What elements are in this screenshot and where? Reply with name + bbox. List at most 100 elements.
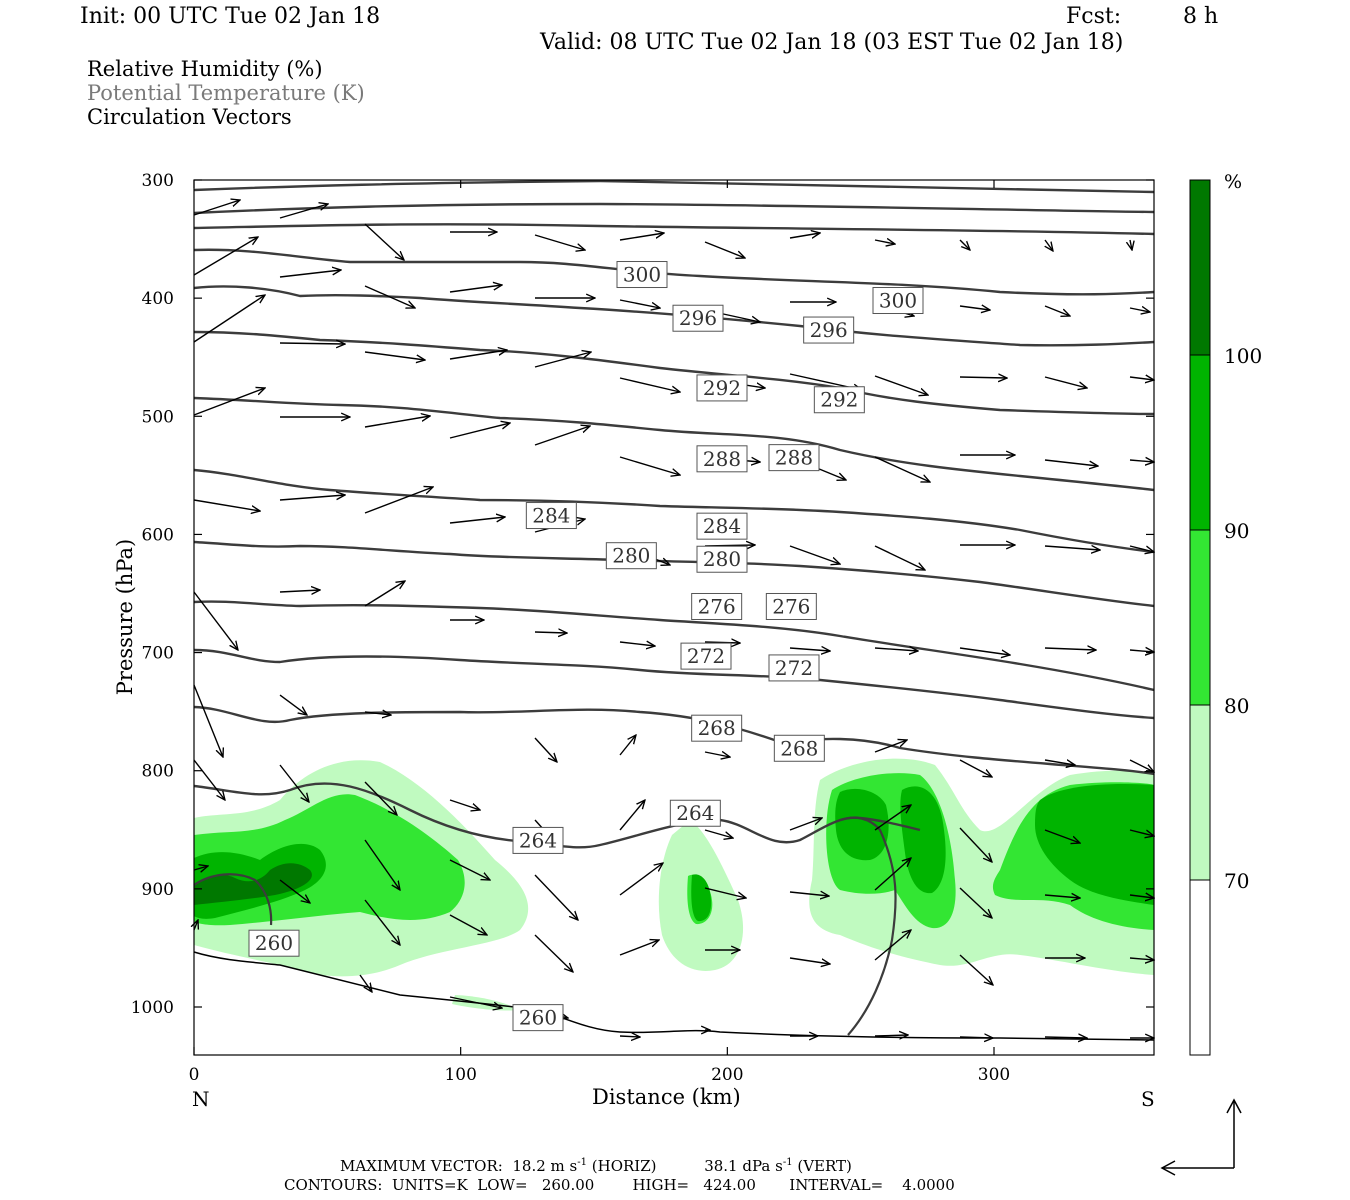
footer-vert-suffix: (VERT) <box>797 1157 852 1175</box>
theta-label-text: 268 <box>698 716 736 740</box>
theta-contour <box>194 648 1154 720</box>
theta-label-box <box>525 502 577 530</box>
circulation-vector <box>704 829 733 838</box>
colorbar-label: 90 <box>1224 519 1249 543</box>
theta-label-box <box>813 386 865 414</box>
theta-label-box <box>803 316 855 344</box>
circulation-vector <box>619 377 680 392</box>
circulation-vector <box>704 241 745 258</box>
theta-label-text: 280 <box>612 544 650 568</box>
theta-contour <box>194 782 921 849</box>
theta-label: 260 <box>248 929 300 957</box>
circulation-vector <box>279 694 307 715</box>
circulation-vector <box>364 781 397 815</box>
theta-label-text: 300 <box>623 263 661 287</box>
circulation-vector <box>874 648 918 651</box>
theta-label: 260 <box>512 1004 564 1032</box>
theta-label: 276 <box>691 592 743 620</box>
plot-frame <box>193 179 1155 1056</box>
theta-contour <box>194 248 1154 296</box>
circulation-vector <box>193 866 208 870</box>
circulation-vector <box>1129 650 1154 652</box>
theta-label-text: 288 <box>775 446 813 470</box>
colorbar-label: 100 <box>1224 344 1262 368</box>
circulation-vector <box>193 200 240 216</box>
footer-contours: CONTOURS: UNITS=K LOW= 260.00 HIGH= 424.… <box>284 1176 955 1194</box>
theta-label: 288 <box>696 445 748 473</box>
theta-label: 272 <box>680 642 732 670</box>
theta-264-south <box>839 816 897 1036</box>
circulation-vector <box>534 632 567 633</box>
theta-label: 292 <box>696 374 748 402</box>
circulation-vector <box>364 899 400 945</box>
circulation-vector <box>1129 460 1154 462</box>
theta-label-text: 260 <box>255 931 293 955</box>
colorbar-label: 70 <box>1224 869 1249 893</box>
circulation-vector <box>959 954 993 985</box>
circulation-vector <box>1044 648 1096 650</box>
colorbar: % 100 90 80 70 <box>1189 171 1262 1056</box>
theta-label-text: 284 <box>532 504 570 528</box>
x-end-label-s: S <box>1141 1087 1155 1111</box>
circulation-vector <box>959 1037 993 1038</box>
theta-label-box <box>696 545 748 573</box>
colorbar-segment <box>1189 354 1211 531</box>
theta-contour <box>194 396 1154 492</box>
circulation-vector <box>193 759 225 800</box>
circulation-vector <box>1044 305 1070 316</box>
circulation-vector <box>959 239 970 250</box>
theta-label-text: 272 <box>687 644 725 668</box>
theta-contour <box>194 223 1154 236</box>
axes: 0 100 200 300 300 400 500 600 700 800 900 1000 <box>131 171 1154 1085</box>
theta-label-box <box>512 1004 564 1032</box>
init-time: Init: 00 UTC Tue 02 Jan 18 <box>80 4 381 29</box>
circulation-vector <box>619 940 659 956</box>
field-theta: Potential Temperature (K) <box>87 81 365 105</box>
theta-labels: 300 300 296 296 292 292 288 288 284 284 280 280 276 2… <box>248 261 924 1032</box>
circulation-vector <box>449 799 480 810</box>
y-tick-label: 400 <box>142 289 174 309</box>
x-tick-label: 300 <box>978 1065 1010 1085</box>
x-tick-label: 200 <box>711 1065 743 1085</box>
theta-label-box <box>768 444 820 472</box>
theta-label: 292 <box>813 386 865 414</box>
theta-label-text: 272 <box>775 656 813 680</box>
circulation-vector <box>279 495 345 501</box>
forecast-hour: 8 h <box>1183 4 1219 29</box>
circulation-vector <box>364 839 400 890</box>
circulation-vector <box>1129 895 1154 898</box>
theta-label-text: 264 <box>519 828 557 852</box>
circulation-vector <box>279 270 341 278</box>
circulation-vector <box>449 859 490 880</box>
theta-label-box <box>691 714 743 742</box>
circulation-vector <box>449 914 487 935</box>
circulation-vector <box>1044 895 1080 898</box>
circulation-vector <box>704 752 730 757</box>
theta-label: 296 <box>672 304 724 332</box>
theta-label: 272 <box>768 654 820 682</box>
theta-label-box <box>696 512 748 540</box>
circulation-vector <box>789 233 820 238</box>
circulation-vector <box>193 388 265 416</box>
theta-label: 280 <box>605 542 657 570</box>
valid-time: Valid: 08 UTC Tue 02 Jan 18 (03 EST Tue … <box>540 30 1124 55</box>
circulation-vector <box>193 295 265 343</box>
circulation-vector <box>874 740 907 753</box>
colorbar-segment <box>1189 879 1211 1056</box>
theta-label-box <box>773 734 825 762</box>
footer-vert: 38.1 dPa s <box>704 1157 783 1175</box>
theta-label-text: 296 <box>679 306 717 330</box>
theta-label-box <box>765 592 817 620</box>
circulation-vector <box>193 237 258 276</box>
y-tick-label: 1000 <box>131 998 174 1018</box>
circulation-vector <box>874 456 930 482</box>
circulation-vector <box>279 343 345 344</box>
y-tick-label: 900 <box>142 880 174 900</box>
theta-label-box <box>616 261 668 289</box>
footer-horiz-sup: -1 <box>577 1157 587 1168</box>
colorbar-unit: % <box>1224 171 1242 193</box>
circulation-vector <box>193 499 260 511</box>
y-tick-label: 300 <box>142 171 174 191</box>
circulation-vector <box>364 487 433 514</box>
forecast-label: Fcst: <box>1066 4 1122 29</box>
